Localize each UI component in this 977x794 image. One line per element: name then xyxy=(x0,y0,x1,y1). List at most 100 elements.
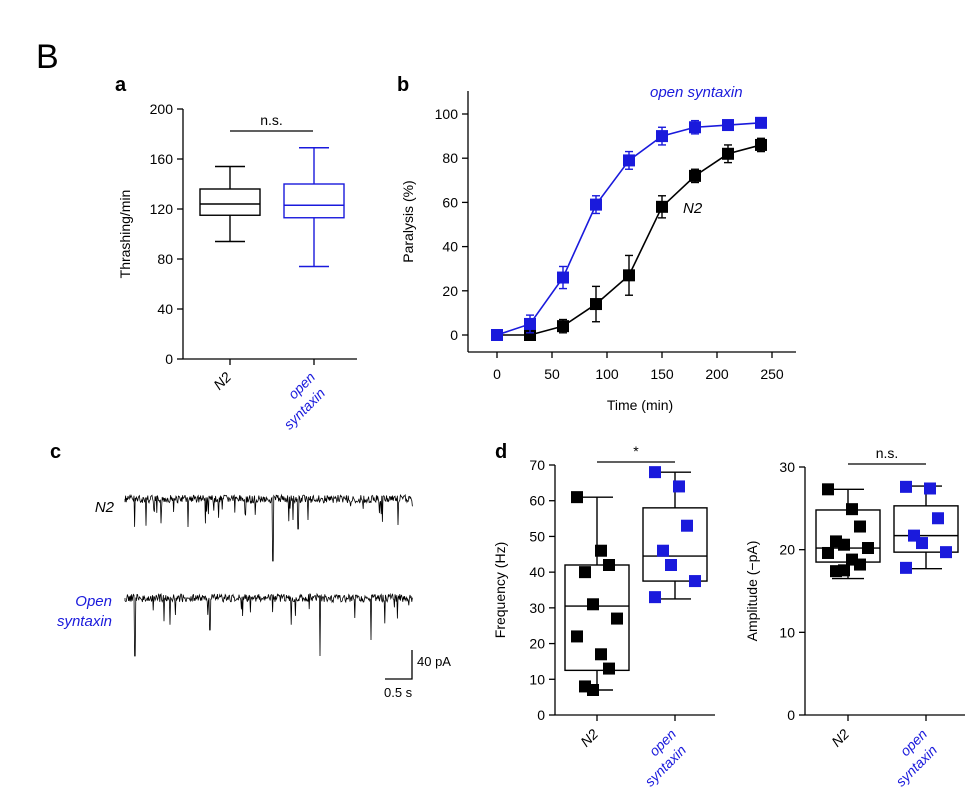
box-iqr xyxy=(642,507,708,582)
y-tick-label: 40 xyxy=(157,301,173,317)
trace-label-syntaxin: syntaxin xyxy=(57,613,112,630)
y-tick-label: 0 xyxy=(787,707,795,723)
y-axis-title: Thrashing/min xyxy=(117,190,133,279)
x-category-label: N2 xyxy=(828,726,852,750)
data-point xyxy=(571,491,583,504)
y-tick-label: 80 xyxy=(442,150,458,166)
data-point xyxy=(579,566,591,579)
y-tick-label: 100 xyxy=(435,106,459,122)
y-tick-label: 120 xyxy=(150,201,174,217)
y-tick-label: 20 xyxy=(442,283,458,299)
data-point xyxy=(590,298,602,311)
data-point xyxy=(524,317,536,330)
data-point xyxy=(924,482,936,495)
y-tick-label: 200 xyxy=(150,101,174,117)
data-point xyxy=(611,612,623,625)
data-point xyxy=(656,130,668,143)
y-tick-label: 60 xyxy=(529,493,545,509)
significance-label: * xyxy=(633,443,639,459)
box-iqr xyxy=(199,188,261,216)
chart-b-paralysis: 0 20 40 60 80 100 0 50 100 150 200 250 Paralysis (%)… xyxy=(400,84,796,413)
y-tick-label: 20 xyxy=(779,542,795,558)
data-point xyxy=(595,544,607,557)
y-tick-label: 80 xyxy=(157,251,173,267)
data-point xyxy=(940,546,952,559)
y-tick-label: 50 xyxy=(529,528,545,544)
y-tick-label: 30 xyxy=(779,459,795,475)
y-tick-label: 30 xyxy=(529,600,545,616)
data-point xyxy=(623,269,635,282)
data-point xyxy=(603,662,615,675)
data-point xyxy=(755,138,767,151)
trace-label-n2: N2 xyxy=(95,499,115,516)
y-tick-label: 160 xyxy=(150,151,174,167)
data-point xyxy=(649,466,661,479)
y-tick-label: 10 xyxy=(529,671,545,687)
panel-label-a: a xyxy=(115,74,127,96)
y-tick-label: 40 xyxy=(442,239,458,255)
data-point xyxy=(689,575,701,588)
box-iqr xyxy=(893,505,959,553)
y-axis-title: Frequency (Hz) xyxy=(492,542,508,638)
y-tick-label: 60 xyxy=(442,194,458,210)
data-point xyxy=(838,538,850,551)
x-tick-label: 150 xyxy=(650,366,674,382)
series-label-open-syntaxin: open syntaxin xyxy=(650,84,743,101)
data-point xyxy=(656,200,668,213)
data-point xyxy=(623,154,635,167)
data-point xyxy=(587,598,599,611)
data-point xyxy=(822,546,834,559)
data-point xyxy=(689,121,701,134)
data-point xyxy=(900,561,912,574)
data-point xyxy=(900,480,912,493)
data-point xyxy=(590,198,602,211)
series-label-n2: N2 xyxy=(683,200,703,217)
y-tick-label: 40 xyxy=(529,564,545,580)
y-tick-label: 10 xyxy=(779,624,795,640)
x-tick-label: 0 xyxy=(493,366,501,382)
significance-label: n.s. xyxy=(260,112,283,128)
x-category-label: N2 xyxy=(577,726,601,750)
data-point xyxy=(681,519,693,532)
data-point xyxy=(595,648,607,661)
data-point xyxy=(587,684,599,696)
data-point xyxy=(603,559,615,571)
data-point xyxy=(916,537,928,550)
data-point xyxy=(846,503,858,516)
data-point xyxy=(524,329,536,341)
x-tick-label: 100 xyxy=(595,366,619,382)
data-point xyxy=(673,480,685,493)
data-point xyxy=(854,558,866,571)
trace-n2 xyxy=(124,493,413,562)
scale-bar-x-label: 0.5 s xyxy=(384,685,413,700)
panel-label-d: d xyxy=(495,441,507,463)
panel-c-traces: N2 Open syntaxin 40 pA 0.5 s xyxy=(57,493,451,700)
y-tick-label: 70 xyxy=(529,457,545,473)
y-axis-title: Amplitude (−pA) xyxy=(744,541,760,642)
x-category-label: N2 xyxy=(210,369,234,393)
data-point xyxy=(755,116,767,129)
data-point xyxy=(649,591,661,604)
figure-label: B xyxy=(36,38,59,76)
data-point xyxy=(571,630,583,643)
data-point xyxy=(689,169,701,182)
data-point xyxy=(665,559,677,571)
y-tick-label: 0 xyxy=(165,351,173,367)
y-tick-label: 0 xyxy=(450,327,458,343)
data-point xyxy=(722,119,734,132)
data-point xyxy=(722,147,734,160)
panel-label-c: c xyxy=(50,441,61,463)
data-point xyxy=(657,544,669,557)
data-point xyxy=(557,271,569,284)
x-tick-label: 50 xyxy=(544,366,560,382)
data-point xyxy=(838,564,850,577)
x-axis-title: Time (min) xyxy=(607,397,673,413)
scale-bar xyxy=(385,650,413,680)
significance-label: n.s. xyxy=(876,445,899,461)
x-tick-label: 250 xyxy=(760,366,784,382)
data-point xyxy=(557,320,569,333)
